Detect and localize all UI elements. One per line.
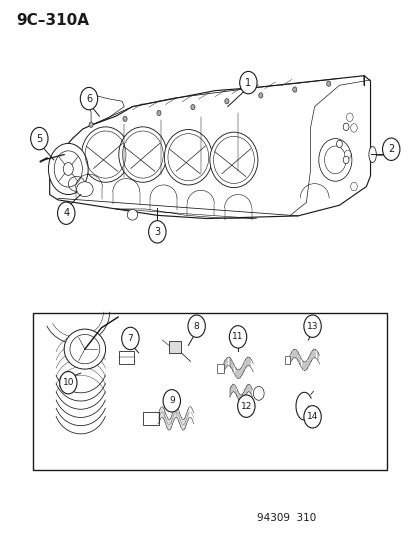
Circle shape: [382, 138, 399, 160]
Circle shape: [188, 315, 205, 337]
Circle shape: [157, 110, 161, 116]
Text: 14: 14: [306, 413, 318, 421]
Circle shape: [190, 104, 195, 110]
Circle shape: [89, 122, 93, 127]
Bar: [142, 412, 158, 425]
Circle shape: [48, 143, 88, 195]
Text: 9C–310A: 9C–310A: [17, 13, 89, 28]
Ellipse shape: [119, 127, 166, 182]
Circle shape: [326, 81, 330, 86]
Circle shape: [59, 372, 77, 394]
Bar: [284, 356, 290, 364]
Ellipse shape: [68, 176, 85, 191]
Circle shape: [229, 326, 246, 348]
Circle shape: [163, 390, 180, 412]
Circle shape: [239, 71, 256, 94]
Text: 3: 3: [154, 227, 160, 237]
Bar: [33, 313, 386, 470]
Circle shape: [57, 202, 75, 224]
Ellipse shape: [164, 130, 212, 185]
Circle shape: [292, 87, 296, 92]
Circle shape: [318, 139, 351, 181]
Circle shape: [303, 315, 320, 337]
Circle shape: [148, 221, 166, 243]
Text: 10: 10: [62, 378, 74, 387]
Circle shape: [342, 123, 348, 131]
Ellipse shape: [368, 147, 375, 163]
Bar: [119, 351, 133, 364]
Circle shape: [350, 124, 356, 132]
Text: 1: 1: [245, 78, 251, 87]
Circle shape: [123, 116, 127, 122]
Circle shape: [342, 156, 348, 164]
Text: 2: 2: [387, 144, 394, 154]
Ellipse shape: [64, 329, 105, 369]
Circle shape: [31, 127, 48, 150]
Text: 6: 6: [86, 94, 92, 103]
Ellipse shape: [76, 182, 93, 197]
Ellipse shape: [81, 127, 129, 182]
Text: 12: 12: [240, 402, 252, 410]
Circle shape: [350, 182, 356, 191]
Circle shape: [336, 140, 342, 148]
Circle shape: [80, 87, 97, 110]
Circle shape: [258, 93, 262, 98]
Circle shape: [344, 150, 350, 159]
Text: 4: 4: [63, 208, 69, 218]
Bar: [217, 364, 223, 373]
Bar: [169, 341, 181, 353]
Text: 7: 7: [127, 334, 133, 343]
Circle shape: [346, 113, 352, 122]
Circle shape: [303, 406, 320, 428]
Ellipse shape: [127, 209, 138, 220]
Text: 94309  310: 94309 310: [256, 513, 315, 523]
Circle shape: [237, 395, 254, 417]
Text: 13: 13: [306, 322, 318, 330]
Text: 11: 11: [232, 333, 243, 341]
Circle shape: [224, 99, 228, 104]
Text: 9: 9: [169, 397, 174, 405]
Circle shape: [121, 327, 139, 350]
Ellipse shape: [209, 132, 257, 188]
Circle shape: [253, 386, 263, 400]
Text: 8: 8: [193, 322, 199, 330]
Text: 5: 5: [36, 134, 43, 143]
